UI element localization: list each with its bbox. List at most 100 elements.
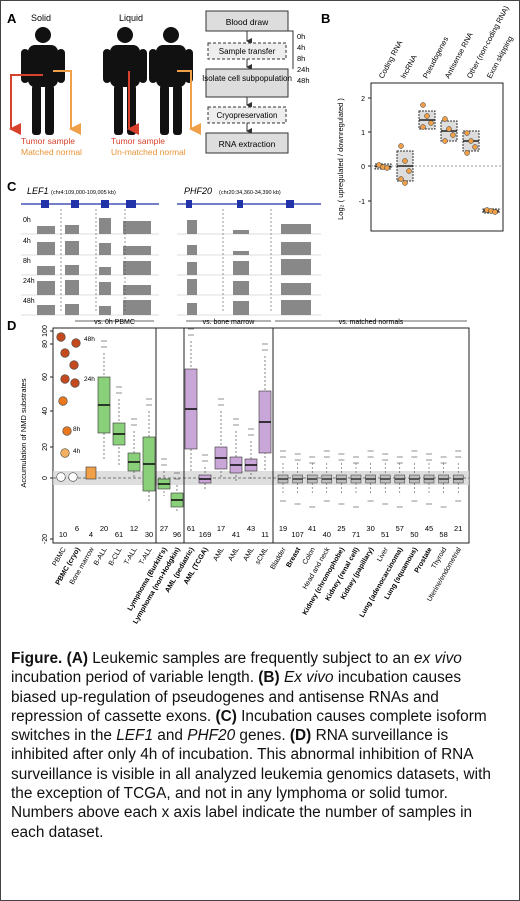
c-coverage (233, 251, 249, 255)
d-pbmc-point (71, 338, 81, 348)
d-bone-marrow-box (85, 466, 97, 480)
d-section-label: vs. bone marrow (203, 319, 256, 326)
b-point (402, 158, 408, 164)
c-row-label: 24h (23, 278, 35, 285)
d-category-label: AML (212, 546, 225, 562)
d-category-label: B-ALL (93, 546, 109, 566)
d-count-label: 6 (75, 524, 79, 533)
d-ytick-label: 100 (42, 325, 49, 337)
gene-lef1-coords: (chr4:109,000-109,005 kb) (51, 190, 116, 196)
d-count-label: 169 (199, 530, 212, 539)
c-row-label: 8h (23, 258, 31, 265)
b-point (446, 126, 452, 132)
solid-tumor-arrow (9, 74, 43, 135)
d-count-label: 61 (115, 530, 123, 539)
c-coverage (99, 306, 111, 315)
step-isolate-label: Isolate cell subpopulation (202, 74, 292, 83)
b-ytick-label: 1 (361, 130, 365, 137)
d-count-label: 30 (366, 524, 374, 533)
c-coverage (99, 218, 111, 234)
d-ytick-label: 40 (42, 407, 49, 415)
d-count-label: 50 (410, 530, 418, 539)
c-coverage (123, 221, 151, 234)
d-count-label: 107 (291, 530, 304, 539)
d-count-label: 71 (352, 530, 360, 539)
d-count-label: 43 (247, 524, 255, 533)
c-coverage (37, 266, 55, 275)
solid-tumor-label: Tumor sample (21, 136, 75, 146)
step-blood-draw-label: Blood draw (226, 17, 269, 27)
caption-b-italic: Ex vivo (283, 669, 334, 687)
c-coverage (281, 300, 311, 315)
workflow: Blood draw Sample transfer Isolate cell … (202, 10, 310, 154)
liquid-label: Liquid (119, 13, 143, 23)
d-count-label: 4 (89, 530, 93, 539)
d-category-label: AML (227, 546, 240, 562)
b-point (472, 144, 478, 150)
gene-exon (126, 200, 136, 208)
step-sample-transfer-label: Sample transfer (219, 47, 276, 56)
caption-c-gene2: PHF20 (187, 727, 236, 745)
caption-c-text2: genes. (235, 727, 290, 745)
b-point (450, 132, 456, 138)
b-point (464, 130, 470, 136)
gene-exon (186, 200, 192, 208)
panel-d-ylabel: Accumulation of NMD substrates (19, 378, 28, 487)
figure-graphics: A Solid Liquid (7, 4, 515, 625)
gene-lef1-name: LEF1 (27, 186, 49, 196)
d-pbmc-point (62, 426, 72, 436)
d-category-label: T-ALL (138, 546, 153, 566)
d-category-label: AML (242, 546, 255, 562)
c-coverage (187, 262, 197, 275)
c-coverage (233, 301, 249, 315)
d-time-label: 48h (84, 336, 95, 343)
c-coverage (123, 285, 151, 295)
figure-caption: Figure. (A) Leukemic samples are frequen… (11, 649, 509, 842)
d-count-label: 12 (130, 524, 138, 533)
panel-b-plot-area (370, 82, 504, 232)
d-count-label: 41 (308, 524, 316, 533)
d-category-label: Bladder (270, 546, 288, 571)
b-point (398, 143, 404, 149)
caption-b-label: (B) (258, 669, 280, 687)
panel-d-letter: D (7, 318, 16, 333)
d-count-label: 40 (323, 530, 331, 539)
d-ytick-label: 20 (42, 443, 49, 451)
d-pbmc-point (60, 348, 70, 358)
step-rna-extraction-label: RNA extraction (219, 139, 276, 149)
solid-normal-arrow (53, 70, 81, 135)
step-cryo-label: Cryopreservation (217, 111, 278, 120)
b-point (424, 113, 430, 119)
d-count-label: 17 (217, 524, 225, 533)
b-point (420, 124, 426, 130)
panel-d: D vs. 0h PBMC vs. bone marrow vs. matched … (7, 318, 470, 625)
c-coverage (37, 305, 55, 315)
d-count-label: 96 (173, 530, 181, 539)
d-pbmc-point (60, 374, 70, 384)
d-count-label: 61 (187, 524, 195, 533)
d-pbmc-point (69, 360, 79, 370)
panel-c: C LEF1 (chr4:109,000-109,005 kb) PHF20 (… (7, 179, 321, 316)
panel-b-ylabel: Log₂ ( upregulated / downregulated ) (336, 98, 345, 220)
solid-normal-label: Matched normal (21, 147, 82, 157)
d-ytick-label: 80 (42, 340, 49, 348)
b-point (402, 180, 408, 186)
caption-c-text: Incubation causes complete isoform switc… (11, 707, 487, 745)
gene-exon (237, 200, 243, 208)
b-point (428, 120, 434, 126)
caption-c-label: (C) (215, 707, 237, 725)
c-coverage (187, 245, 197, 255)
c-coverage (37, 226, 55, 234)
b-point (468, 138, 474, 144)
d-count-label: 11 (261, 530, 269, 539)
caption-a-italic: ex vivo (413, 650, 462, 667)
time-48h: 48h (297, 76, 310, 85)
d-count-label: 25 (337, 524, 345, 533)
c-coverage (187, 220, 197, 234)
d-category-label: T-ALL (123, 546, 138, 566)
b-point (384, 165, 390, 171)
d-ytick-label: 60 (42, 373, 49, 381)
caption-c-gene1: LEF1 (116, 727, 154, 745)
d-count-label: 19 (279, 524, 287, 533)
